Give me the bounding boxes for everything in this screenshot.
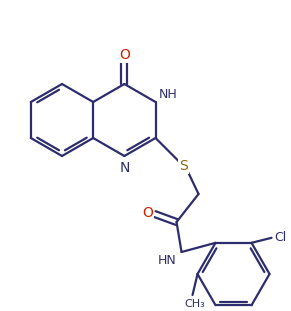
Text: N: N	[119, 161, 129, 175]
Text: O: O	[119, 48, 130, 62]
Text: O: O	[142, 206, 153, 220]
Text: HN: HN	[158, 253, 177, 267]
Text: S: S	[179, 159, 188, 173]
Text: NH: NH	[158, 89, 177, 101]
Text: Cl: Cl	[274, 231, 287, 244]
Text: CH₃: CH₃	[184, 299, 205, 309]
